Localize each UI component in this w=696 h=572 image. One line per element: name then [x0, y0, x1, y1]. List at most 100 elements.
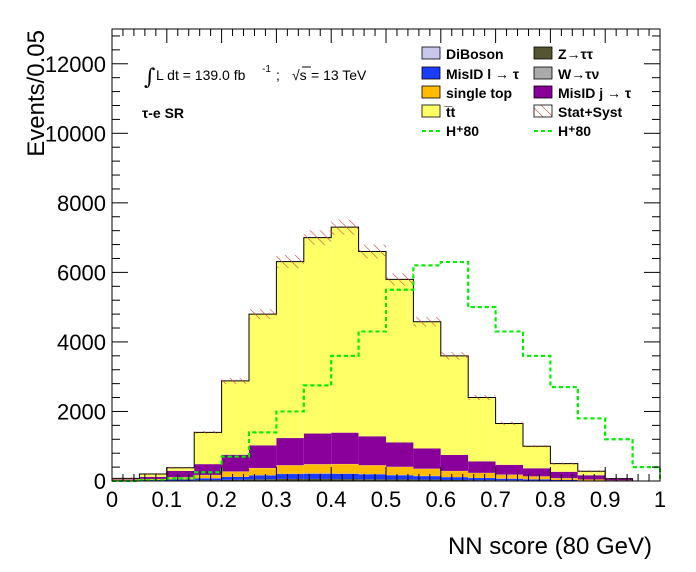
bar-series-6-bin-16: [550, 463, 578, 472]
uncertainty-bin-5: [249, 309, 277, 320]
bar-series-5-bin-2: [166, 470, 195, 478]
uncertainty-bin-6: [276, 255, 304, 269]
bar-series-1-bin-4: [221, 477, 249, 480]
bar-series-5-bin-3: [194, 464, 222, 475]
info-block: ∫ L dt = 139.0 fb -1 ; √s = 13 TeV τ-e S…: [142, 64, 367, 121]
legend-entry-6: t̅t: [421, 104, 456, 120]
legend-entry-4: single top: [421, 85, 512, 101]
bar-series-6-bin-7: [303, 237, 332, 434]
legend-swatch-6: [421, 104, 441, 118]
bar-series-5-bin-6: [276, 438, 304, 466]
legend-label-3: W→τν: [558, 66, 599, 82]
legend-label-6: t̅t: [443, 104, 455, 120]
uncertainty-bin-2: [166, 466, 195, 469]
bar-series-3-bin-12: [440, 471, 469, 478]
legend-entry-2: MisID l → τ: [421, 66, 520, 82]
bar-series-0-bin-10: [386, 479, 414, 481]
bar-series-0-bin-11: [413, 479, 441, 481]
y-tick-label-1: 2000: [57, 399, 106, 424]
x-tick-label-10: 1: [654, 487, 666, 512]
bar-series-3-bin-1: [139, 478, 167, 480]
legend-label-8: H⁺80: [446, 123, 479, 139]
bar-series-3-bin-14: [495, 474, 523, 479]
bar-series-3-bin-3: [194, 475, 222, 479]
bar-series-1-bin-11: [413, 476, 441, 480]
x-tick-label-7: 0.7: [480, 487, 511, 512]
x-axis-title: NN score (80 GeV): [448, 533, 652, 560]
bar-series-0-bin-9: [358, 479, 386, 481]
bar-series-6-bin-17: [577, 471, 606, 476]
bar-series-5-bin-7: [303, 433, 332, 465]
bar-series-3-bin-5: [249, 468, 277, 476]
bar-series-6-bin-6: [276, 261, 304, 439]
bar-series-6-bin-8: [331, 227, 359, 433]
stack-layer: [111, 226, 660, 482]
series-4: [166, 463, 578, 479]
bar-series-1-bin-6: [276, 474, 304, 479]
bar-series-3-bin-6: [276, 465, 304, 474]
x-tick-label-5: 0.5: [371, 487, 402, 512]
bar-series-6-bin-10: [386, 279, 414, 443]
bar-series-1-bin-10: [386, 475, 414, 480]
legend: DiBoson Z→ττ MisID l → τ W→τν single top MisI…: [421, 46, 632, 139]
bar-series-0-bin-12: [440, 479, 469, 481]
uncertainty-bin-12: [440, 352, 469, 360]
bar-series-0-bin-5: [249, 479, 277, 481]
uncertainty-bin-18: [605, 477, 633, 480]
legend-entry-9: H⁺80: [534, 123, 591, 139]
bar-series-5-bin-8: [331, 432, 359, 464]
bar-series-3-bin-4: [221, 471, 249, 477]
uncertainty-bin-11: [413, 316, 441, 327]
uncertainty-bin-7: [303, 230, 332, 245]
bar-series-6-bin-3: [194, 432, 222, 465]
bar-series-1-bin-1: [139, 479, 167, 481]
uncertainty-band-layer: [112, 219, 633, 480]
lumi-separator: ;: [276, 67, 280, 83]
legend-label-0: DiBoson: [446, 46, 504, 62]
uncertainty-bin-17: [577, 470, 606, 473]
uncertainty-bin-10: [386, 273, 414, 286]
x-tick-label-0: 0: [106, 487, 118, 512]
bar-series-0-bin-7: [303, 478, 332, 481]
bar-series-6-bin-1: [139, 474, 167, 477]
x-tick-label-4: 0.4: [316, 487, 347, 512]
bar-series-5-bin-5: [249, 445, 277, 468]
bar-series-5-bin-9: [358, 436, 386, 466]
bar-series-3-bin-16: [550, 478, 578, 480]
legend-swatch-2: [421, 66, 441, 80]
bar-series-1-bin-8: [331, 473, 359, 480]
legend-label-2: MisID l → τ: [446, 66, 520, 82]
x-tick-label-1: 0.1: [152, 487, 183, 512]
bar-series-6-bin-11: [413, 321, 441, 449]
lumi-sup: -1: [262, 64, 271, 75]
x-tick-label-9: 0.9: [590, 487, 621, 512]
bar-series-1-bin-7: [303, 473, 332, 479]
legend-swatch-4: [421, 85, 441, 99]
bar-series-5-bin-13: [468, 461, 496, 473]
bar-series-3-bin-13: [468, 473, 496, 478]
bar-series-6-bin-2: [166, 467, 195, 471]
legend-entry-0: DiBoson: [421, 46, 504, 62]
bar-series-3-bin-15: [523, 476, 551, 480]
lumi-integral: ∫: [144, 65, 156, 90]
signal-layer: [112, 260, 661, 482]
legend-label-9: H⁺80: [558, 123, 591, 139]
uncertainty-bin-1: [139, 473, 167, 476]
bar-series-5-bin-0: [112, 479, 140, 481]
sqrt-s: √s: [292, 67, 307, 83]
legend-swatch-7: [533, 104, 553, 118]
series-6: [112, 227, 606, 480]
legend-entry-8: H⁺80: [422, 123, 479, 139]
bar-series-1-bin-12: [440, 477, 469, 480]
bar-series-6-bin-15: [523, 446, 551, 469]
y-tick-label-6: 12000: [45, 52, 106, 77]
bar-series-5-bin-16: [550, 471, 578, 479]
legend-entry-3: W→τν: [533, 66, 599, 82]
bar-series-3-bin-17: [577, 479, 606, 481]
uncertainty-bin-16: [550, 462, 578, 465]
bar-series-1-bin-14: [495, 478, 523, 481]
legend-label-4: single top: [446, 85, 512, 101]
legend-entry-5: MisID j → τ: [533, 85, 632, 101]
sqrt-s-value: = 13 TeV: [311, 67, 367, 83]
